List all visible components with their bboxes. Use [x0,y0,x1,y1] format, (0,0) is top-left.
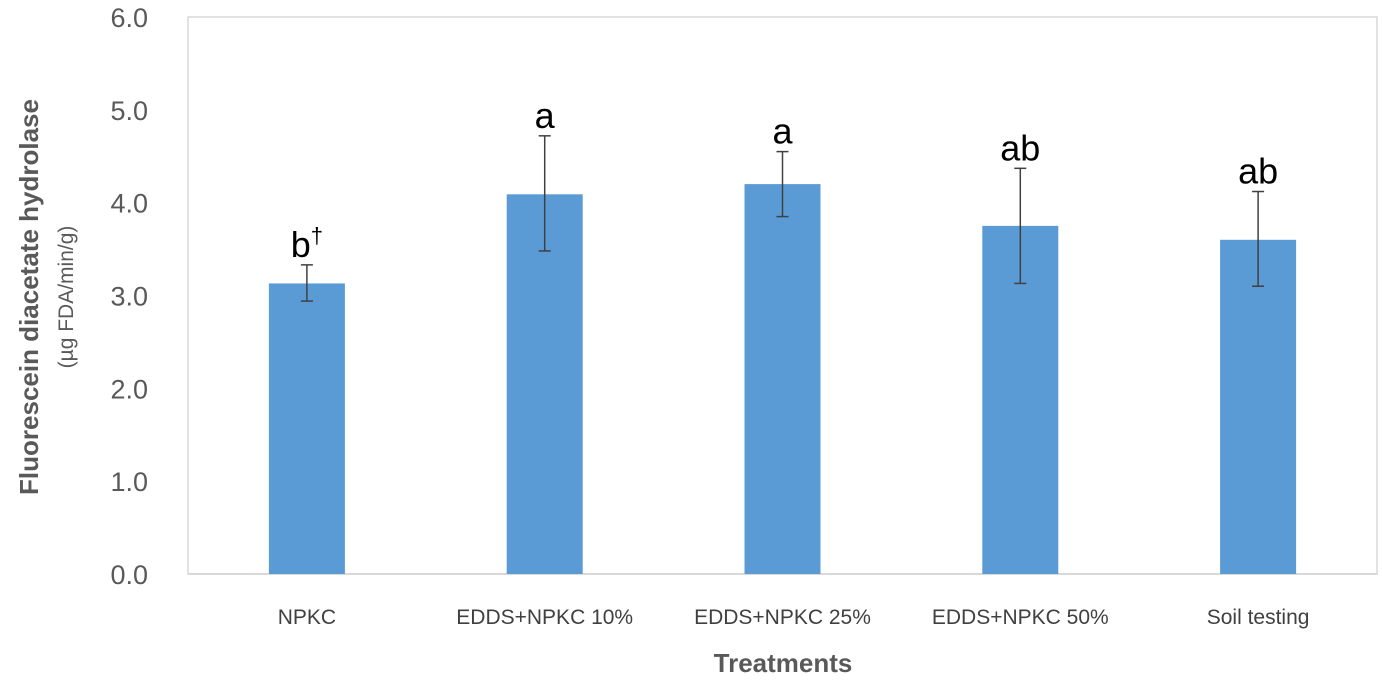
y-tick-label: 6.0 [110,3,148,33]
y-axis-title: Fluorescein diacetate hydrolase [14,99,44,495]
bars [268,184,1297,575]
y-tick-label: 3.0 [110,282,148,312]
x-axis-ticks: NPKC EDDS+NPKC 10% EDDS+NPKC 25% EDDS+NPKC … [278,606,1310,629]
significance-letter: a [535,95,556,136]
y-tick-label: 5.0 [110,96,148,126]
significance-letter: ab [1000,127,1040,168]
significance-letter: ab [1238,151,1278,192]
y-axis-ticks: 0.0 1.0 2.0 3.0 4.0 5.0 6.0 [110,3,148,590]
y-tick-label: 4.0 [110,189,148,219]
bar [268,283,345,574]
x-tick-label: EDDS+NPKC 25% [694,606,871,629]
error-bar [776,150,789,218]
y-tick-label: 2.0 [110,374,148,404]
bar [506,194,583,575]
y-axis-subtitle: (µg FDA/min/g) [55,226,78,369]
error-bar [1014,167,1027,285]
error-bar [538,135,551,252]
y-tick-label: 1.0 [110,467,148,497]
x-tick-label: EDDS+NPKC 50% [932,606,1109,629]
bar [1220,239,1297,575]
x-tick-label: NPKC [278,606,336,629]
error-bar [1252,190,1265,287]
x-tick-label: EDDS+NPKC 10% [456,606,633,629]
error-bars [300,135,1265,302]
x-tick-label: Soil testing [1207,606,1310,629]
y-tick-label: 0.0 [110,560,148,590]
x-axis-title: Treatments [714,648,853,678]
bar [744,184,821,574]
significance-letter: b† [291,223,323,265]
error-bar [300,264,313,302]
significance-letter: a [772,111,793,152]
